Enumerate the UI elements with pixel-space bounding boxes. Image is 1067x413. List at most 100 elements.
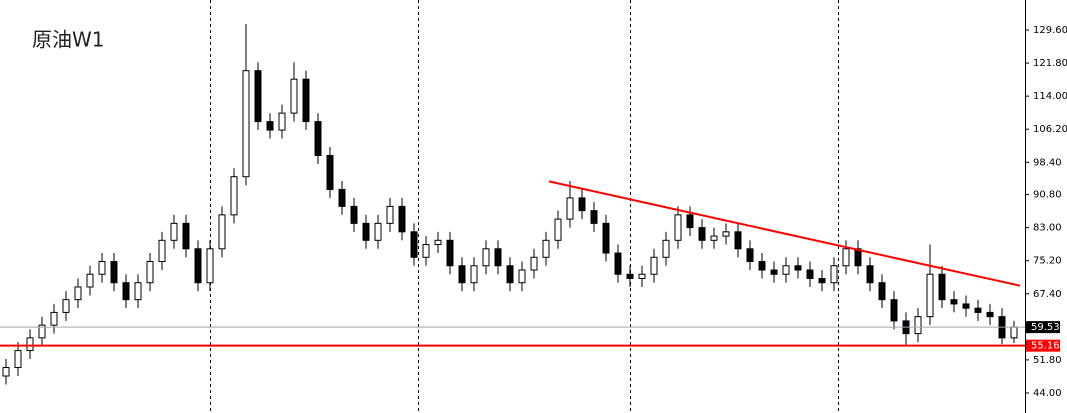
candle-body xyxy=(110,261,118,284)
candle-body xyxy=(134,282,142,301)
y-tick-label: 44.00 xyxy=(1033,388,1062,399)
candle-body xyxy=(158,239,166,263)
candle-body xyxy=(614,252,622,275)
candle-body xyxy=(314,121,322,157)
support-box xyxy=(1026,339,1060,352)
candle-body xyxy=(626,273,634,279)
candle-body xyxy=(866,265,874,284)
candle-body xyxy=(1010,326,1018,339)
candle-body xyxy=(266,121,274,131)
candle-body xyxy=(554,218,562,241)
chart-title: 原油W1 xyxy=(32,28,105,52)
candle-body xyxy=(146,261,154,284)
candle-body xyxy=(362,222,370,241)
candle-body xyxy=(482,248,490,267)
candle-body xyxy=(794,265,802,271)
current-price-box xyxy=(1026,321,1060,334)
candle-body xyxy=(950,299,958,305)
candle-body xyxy=(602,222,610,254)
candle-body xyxy=(86,273,94,288)
trend-line xyxy=(548,180,1021,287)
candle-body xyxy=(374,222,382,241)
candle-body xyxy=(26,337,34,352)
candle-body xyxy=(254,70,262,123)
candle-body xyxy=(878,282,886,301)
y-tick-label: 90.80 xyxy=(1033,190,1062,201)
candle-body xyxy=(566,197,574,220)
y-tick-label: 114.00 xyxy=(1033,91,1067,102)
candle-body xyxy=(710,235,718,241)
candle-body xyxy=(122,282,130,301)
candle-body xyxy=(290,78,298,114)
candle-body xyxy=(206,248,214,284)
candle-body xyxy=(938,273,946,301)
candle-body xyxy=(590,210,598,224)
candle-body xyxy=(518,269,526,284)
candle-body xyxy=(650,256,658,275)
candle-body xyxy=(302,78,310,123)
y-tick-label: 83.00 xyxy=(1033,223,1062,234)
candle-body xyxy=(410,231,418,258)
candle-body xyxy=(278,112,286,131)
y-tick-label: 67.40 xyxy=(1033,289,1062,300)
candle-body xyxy=(506,265,514,284)
candle-body xyxy=(182,222,190,250)
y-tick-label: 121.80 xyxy=(1033,58,1067,69)
candle-body xyxy=(578,197,586,212)
candle-body xyxy=(830,265,838,284)
candle-body xyxy=(530,256,538,271)
candle-body xyxy=(806,269,814,279)
candle-body xyxy=(2,367,10,377)
candle-body xyxy=(638,273,646,279)
support-label: 55.16 xyxy=(1031,341,1060,352)
y-tick-label: 98.40 xyxy=(1033,157,1062,168)
candle-body xyxy=(782,265,790,275)
candle-body xyxy=(974,307,982,313)
candle-body xyxy=(62,299,70,313)
candle-body xyxy=(842,248,850,267)
y-tick-label: 75.20 xyxy=(1033,256,1062,267)
candle-body xyxy=(722,231,730,237)
candle-body xyxy=(242,70,250,178)
candle-body xyxy=(698,227,706,241)
candle-body xyxy=(422,244,430,258)
current-price-label: 59.53 xyxy=(1031,322,1060,333)
period-separators xyxy=(210,0,839,413)
candle-body xyxy=(74,286,82,301)
candle-body xyxy=(446,239,454,267)
candle-body xyxy=(350,205,358,224)
candle-body xyxy=(470,265,478,284)
candle-body xyxy=(338,188,346,207)
candle-body xyxy=(770,269,778,275)
candle-body xyxy=(398,205,406,233)
candle-body xyxy=(494,248,502,267)
candle-body xyxy=(674,214,682,241)
candle-body xyxy=(818,277,826,284)
candle-body xyxy=(746,248,754,263)
candle-body xyxy=(170,222,178,241)
candle-body xyxy=(98,261,106,275)
candle-body xyxy=(386,205,394,224)
candle-body xyxy=(50,311,58,326)
candle-body xyxy=(326,155,334,190)
candle-body xyxy=(758,261,766,271)
candle-body xyxy=(734,231,742,250)
candle-body xyxy=(38,324,46,339)
candle-body xyxy=(854,248,862,267)
candle-body xyxy=(218,214,226,250)
y-tick-label: 51.80 xyxy=(1033,355,1062,366)
candle-body xyxy=(14,350,22,369)
candle-body xyxy=(962,303,970,309)
candle-body xyxy=(686,214,694,229)
candle-body xyxy=(890,299,898,322)
candle-body xyxy=(434,239,442,246)
y-tick-label: 129.60 xyxy=(1033,25,1067,36)
candle-body xyxy=(194,248,202,284)
candle-body xyxy=(230,176,238,216)
candle-body xyxy=(986,311,994,318)
candle-body xyxy=(662,239,670,258)
candle-body xyxy=(458,265,466,284)
y-tick-label: 106.20 xyxy=(1033,124,1067,135)
